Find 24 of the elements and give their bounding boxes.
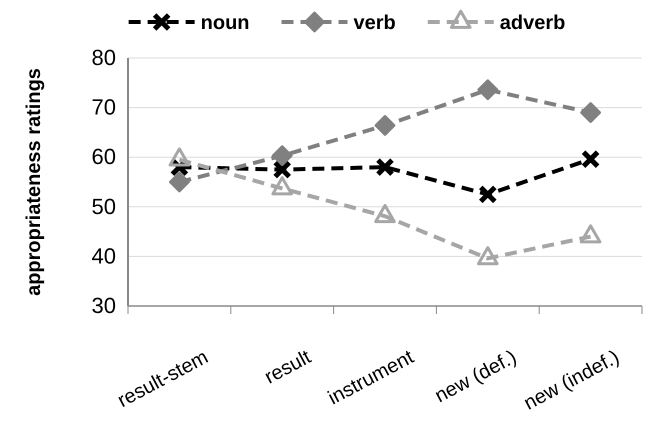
legend-label: adverb xyxy=(500,12,566,34)
point xyxy=(581,150,600,169)
point xyxy=(272,145,293,166)
y-tick-label: 30 xyxy=(92,293,116,318)
x-tick-label: result xyxy=(261,346,316,389)
y-tick-label: 60 xyxy=(92,144,116,170)
y-axis-title: appropriateness ratings xyxy=(23,68,45,296)
point xyxy=(476,246,499,266)
y-tick-label: 50 xyxy=(92,194,116,219)
point xyxy=(478,184,498,204)
point xyxy=(580,224,602,244)
x-tick-label: new (def.) xyxy=(431,346,520,408)
point xyxy=(169,172,190,192)
point xyxy=(374,115,396,136)
legend-label: verb xyxy=(354,12,396,34)
y-tick-label: 80 xyxy=(92,45,116,70)
legend-label: noun xyxy=(200,12,250,34)
point xyxy=(272,160,292,180)
y-tick-label: 70 xyxy=(92,94,116,120)
point xyxy=(477,79,498,100)
point xyxy=(580,102,601,123)
point xyxy=(374,204,396,224)
point xyxy=(375,158,395,177)
y-tick-label: 40 xyxy=(92,243,116,268)
